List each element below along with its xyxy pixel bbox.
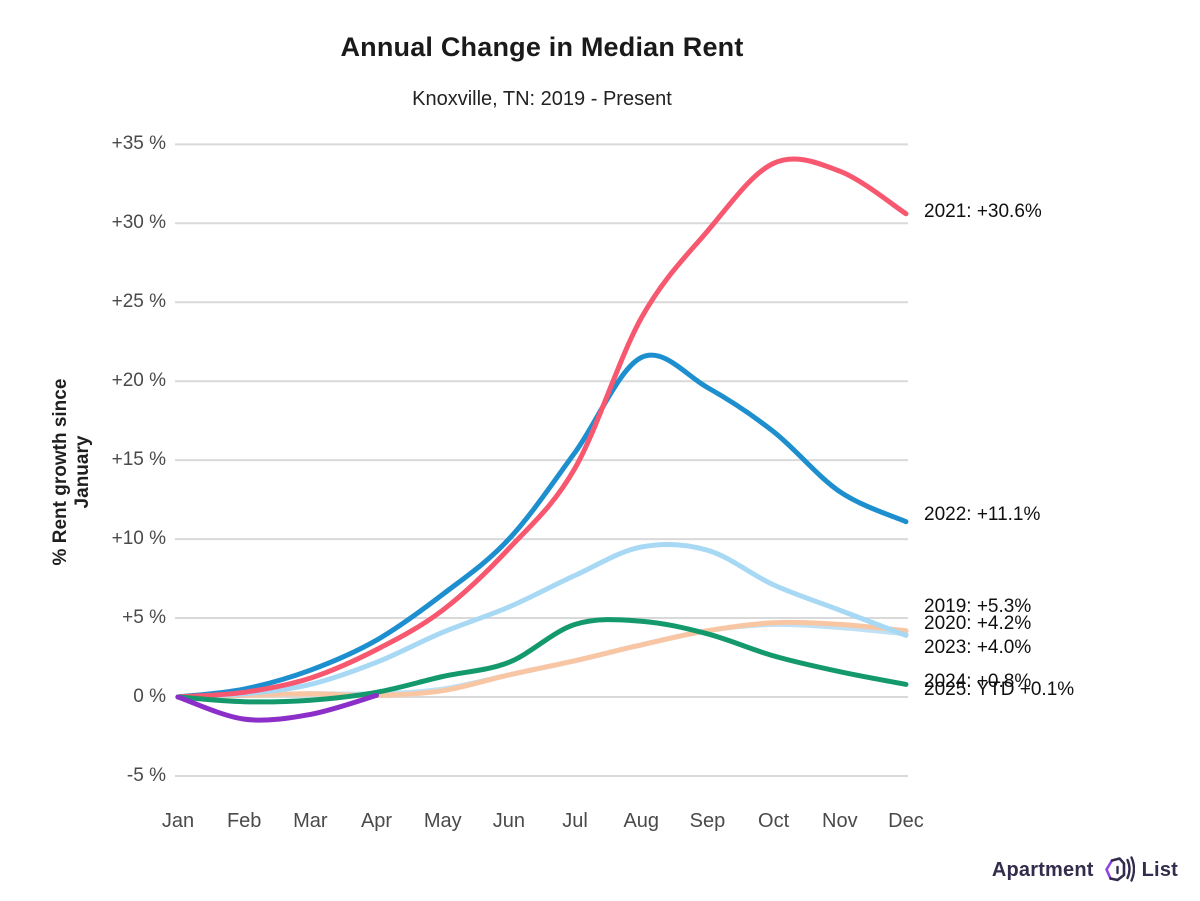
x-tick-label-sep: Sep xyxy=(689,810,726,832)
y-tick-label: +30 % xyxy=(111,212,166,234)
series-end-label-2020: 2020: +4.2% xyxy=(924,613,1032,634)
x-tick-label-aug: Aug xyxy=(623,810,660,832)
y-tick-label: +35 % xyxy=(111,133,166,155)
x-tick-label-jul: Jul xyxy=(562,810,588,832)
series-end-label-2021: 2021: +30.6% xyxy=(924,201,1042,222)
x-tick-label-nov: Nov xyxy=(822,810,858,832)
logo-word-list: List xyxy=(1141,859,1178,881)
chart-subtitle: Knoxville, TN: 2019 - Present xyxy=(412,88,672,110)
y-tick-label: +25 % xyxy=(111,291,166,313)
x-tick-label-jan: Jan xyxy=(161,810,195,832)
y-tick-label: +15 % xyxy=(111,449,166,471)
series-end-label-2024: 2024: +0.8% xyxy=(924,671,1032,692)
series-line-2019 xyxy=(175,541,909,700)
apartment-list-logo: Apartment List xyxy=(992,854,1178,886)
series-end-label-2025: 2025: YTD +0.1% xyxy=(924,679,1075,700)
x-tick-label-oct: Oct xyxy=(758,810,790,832)
x-tick-label-mar: Mar xyxy=(293,810,328,832)
y-tick-label: 0 % xyxy=(133,686,166,707)
series-line-2024 xyxy=(175,617,909,705)
series-line-2025 xyxy=(175,692,379,723)
y-tick-label: +20 % xyxy=(111,370,166,392)
y-tick-label: +10 % xyxy=(111,528,166,550)
x-tick-label-jun: Jun xyxy=(492,810,526,832)
x-tick-label-dec: Dec xyxy=(888,810,924,832)
series-end-label-2022: 2022: +11.1% xyxy=(924,504,1041,525)
logo-word-apartment: Apartment xyxy=(991,859,1094,881)
y-tick-label: -5 % xyxy=(126,764,166,786)
series-end-label-2019: 2019: +5.3% xyxy=(924,596,1032,617)
x-tick-label-feb: Feb xyxy=(226,810,262,832)
x-tick-label-apr: Apr xyxy=(360,810,393,832)
chart-title: Annual Change in Median Rent xyxy=(340,32,744,62)
x-tick-label-may: May xyxy=(423,810,462,832)
series-line-2020 xyxy=(175,619,909,700)
series-line-2022 xyxy=(175,352,909,700)
series-line-2021 xyxy=(175,156,909,700)
apartment-list-house-icon xyxy=(1104,856,1135,882)
y-tick-label: +5 % xyxy=(122,607,166,629)
series-end-label-2023: 2023: +4.0% xyxy=(924,637,1032,658)
